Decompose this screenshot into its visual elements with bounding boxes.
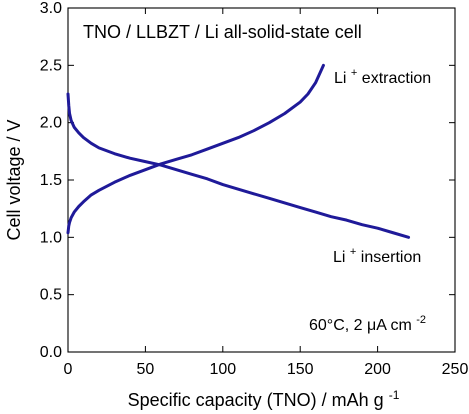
x-axis-title: Specific capacity (TNO) / mAh g -1 bbox=[128, 388, 400, 410]
y-tick-label: 2.0 bbox=[40, 115, 62, 132]
li-insertion-suffix: insertion bbox=[361, 249, 421, 266]
x-tick-label: 100 bbox=[209, 361, 236, 378]
y-axis-title: Cell voltage / V bbox=[4, 119, 24, 240]
plot-frame bbox=[67, 7, 456, 353]
li-insertion-sup: + bbox=[350, 246, 356, 258]
li-extraction-prefix: Li bbox=[334, 70, 346, 87]
condition-label: 60°C, 2 μA cm -2 bbox=[309, 314, 426, 334]
y-axis-ticks: 0.0 0.5 1.0 1.5 2.0 2.5 3.0 bbox=[40, 0, 455, 361]
li-extraction-curve bbox=[66, 63, 325, 235]
y-tick-label: 1.0 bbox=[40, 229, 62, 246]
y-tick-label: 3.0 bbox=[40, 0, 62, 17]
x-tick-label: 0 bbox=[64, 361, 73, 378]
li-insertion-curve bbox=[66, 92, 411, 239]
x-tick-label: 200 bbox=[364, 361, 391, 378]
condition-sup: -2 bbox=[416, 314, 426, 326]
y-tick-label: 0.5 bbox=[40, 287, 62, 304]
li-extraction-label: Li + extraction bbox=[334, 63, 431, 87]
x-tick-label: 250 bbox=[442, 361, 469, 378]
chart-title: TNO / LLBZT / Li all-solid-state cell bbox=[83, 22, 362, 42]
x-tick-label: 150 bbox=[287, 361, 314, 378]
li-extraction-suffix: extraction bbox=[362, 70, 431, 87]
y-tick-label: 1.5 bbox=[40, 172, 62, 189]
x-tick-label: 50 bbox=[137, 361, 155, 378]
li-insertion-prefix: Li bbox=[333, 249, 345, 266]
condition-main: 60°C, 2 μA cm bbox=[309, 317, 412, 334]
y-tick-label: 2.5 bbox=[40, 57, 62, 74]
li-extraction-sup: + bbox=[351, 67, 357, 79]
x-axis-title-main: Specific capacity (TNO) / mAh g bbox=[128, 390, 384, 410]
y-tick-label: 0.0 bbox=[40, 344, 62, 361]
x-axis-ticks: 0 50 100 150 200 250 bbox=[64, 8, 469, 378]
x-axis-title-sup: -1 bbox=[389, 388, 400, 402]
series-layer bbox=[66, 63, 411, 239]
li-insertion-label: Li + insertion bbox=[333, 242, 421, 266]
